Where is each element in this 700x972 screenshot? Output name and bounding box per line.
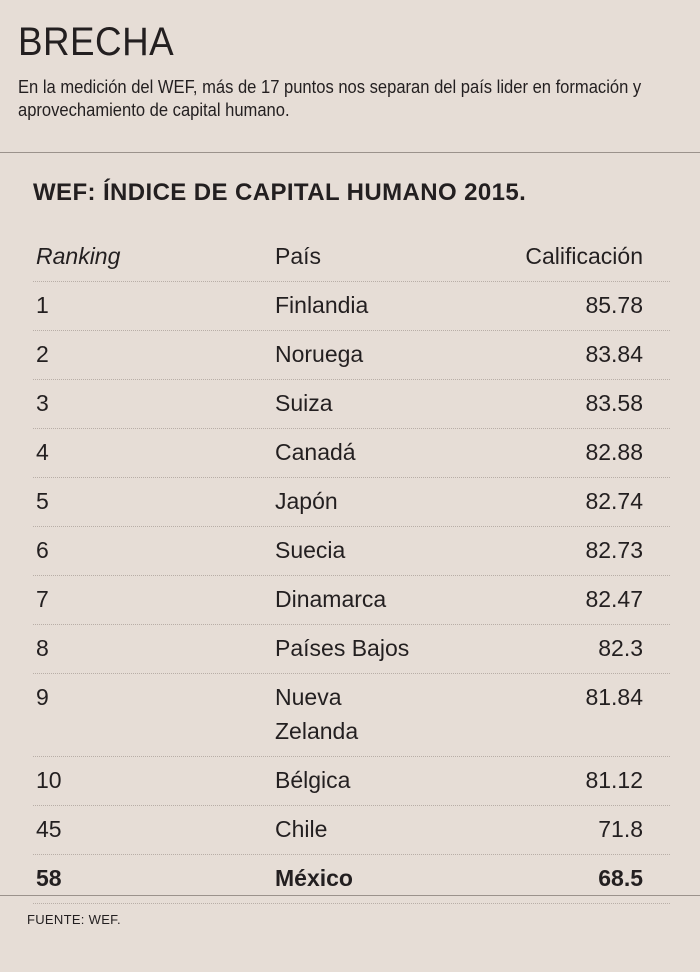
column-header-country: País: [275, 243, 322, 269]
table-row: 5 Japón 82.74: [33, 478, 670, 527]
column-header-score: Calificación: [525, 243, 643, 269]
country-cell: Suiza: [275, 390, 333, 416]
source-note: FUENTE: WEF.: [27, 912, 121, 927]
top-divider: [0, 152, 700, 153]
rank-cell: 8: [36, 635, 49, 661]
table-row: 4 Canadá 82.88: [33, 429, 670, 478]
rank-cell: 6: [36, 537, 49, 563]
table-row: 45 Chile 71.8: [33, 806, 670, 855]
rank-cell: 58: [36, 865, 62, 891]
header: BRECHA En la medición del WEF, más de 17…: [18, 18, 682, 122]
page-subtitle: En la medición del WEF, más de 17 puntos…: [18, 77, 642, 120]
table-row: 9 Nueva Zelanda 81.84: [33, 674, 670, 757]
table-row: 3 Suiza 83.58: [33, 380, 670, 429]
table-row: 2 Noruega 83.84: [33, 331, 670, 380]
score-cell: 82.73: [585, 537, 643, 563]
country-cell: Países Bajos: [275, 635, 410, 661]
country-cell: México: [275, 865, 353, 891]
rank-cell: 9: [36, 684, 49, 710]
table-row: 7 Dinamarca 82.47: [33, 576, 670, 625]
score-cell: 68.5: [598, 865, 643, 891]
table-row: 6 Suecia 82.73: [33, 527, 670, 576]
country-cell: Nueva Zelanda: [275, 684, 359, 744]
country-cell: Canadá: [275, 439, 356, 465]
rank-cell: 4: [36, 439, 49, 465]
country-cell: Japón: [275, 488, 338, 514]
page-title: BRECHA: [18, 20, 175, 64]
country-cell: Chile: [275, 816, 328, 842]
score-cell: 82.74: [585, 488, 643, 514]
table-row: 8 Países Bajos 82.3: [33, 625, 670, 674]
rank-cell: 10: [36, 767, 62, 793]
rank-cell: 1: [36, 292, 49, 318]
rank-cell: 5: [36, 488, 49, 514]
table-title: WEF: ÍNDICE DE CAPITAL HUMANO 2015.: [33, 179, 527, 206]
score-cell: 71.8: [598, 816, 643, 842]
rank-cell: 3: [36, 390, 49, 416]
score-cell: 82.3: [598, 635, 643, 661]
table-row-highlight: 58 México 68.5: [33, 855, 670, 904]
rank-cell: 45: [36, 816, 62, 842]
table-header-row: Ranking País Calificación: [33, 233, 670, 282]
score-cell: 82.47: [585, 586, 643, 612]
ranking-table: Ranking País Calificación 1 Finlandia 85…: [33, 233, 670, 904]
country-cell: Noruega: [275, 341, 364, 367]
rank-cell: 2: [36, 341, 49, 367]
column-header-ranking: Ranking: [36, 243, 121, 269]
table-row: 10 Bélgica 81.12: [33, 757, 670, 806]
bottom-divider: [0, 895, 700, 896]
score-cell: 81.84: [585, 684, 643, 710]
score-cell: 83.58: [585, 390, 643, 416]
country-cell: Bélgica: [275, 767, 351, 793]
score-cell: 81.12: [585, 767, 643, 793]
score-cell: 85.78: [585, 292, 643, 318]
country-cell: Dinamarca: [275, 586, 387, 612]
country-cell: Suecia: [275, 537, 346, 563]
rank-cell: 7: [36, 586, 49, 612]
country-cell: Finlandia: [275, 292, 369, 318]
score-cell: 83.84: [585, 341, 643, 367]
table-row: 1 Finlandia 85.78: [33, 282, 670, 331]
score-cell: 82.88: [585, 439, 643, 465]
